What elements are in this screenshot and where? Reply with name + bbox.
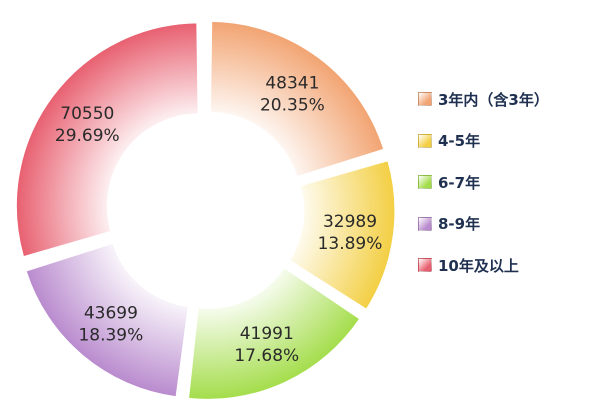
donut-slice-1: [209, 20, 385, 178]
donut-slice-5: [15, 22, 199, 258]
legend-label: 10年及以上: [438, 256, 519, 275]
legend-item-8-9-years: 8-9年: [418, 213, 598, 235]
slice-value-label: 32989: [323, 212, 377, 232]
legend-swatch: [418, 92, 432, 106]
legend-item-10-years-plus: 10年及以上: [418, 254, 598, 276]
donut-slice-3: [188, 267, 361, 400]
slice-value-label: 48341: [265, 73, 319, 93]
slice-value-label: 43699: [84, 303, 138, 323]
legend-item-3-years-or-less: 3年内（含3年）: [418, 88, 598, 110]
donut-slice-4: [25, 242, 189, 398]
legend-swatch: [418, 216, 432, 231]
legend-label: 4-5年: [438, 132, 481, 150]
slice-value-label: 70550: [60, 104, 114, 124]
legend-item-4-5-years: 4-5年: [418, 130, 598, 152]
slice-percent-label: 29.69%: [55, 126, 120, 146]
legend-swatch: [418, 258, 432, 272]
donut-slice-2: [288, 160, 396, 310]
slice-value-label: 41991: [240, 324, 294, 344]
slice-percent-label: 18.39%: [78, 325, 143, 345]
slice-percent-label: 13.89%: [318, 234, 383, 254]
slice-percent-label: 17.68%: [234, 346, 299, 366]
legend-label: 3年内（含3年）: [438, 90, 549, 109]
legend-label: 6-7年: [438, 173, 481, 192]
legend-swatch: [418, 175, 432, 189]
legend-label: 8-9年: [438, 215, 481, 233]
legend-item-6-7-years: 6-7年: [418, 171, 598, 193]
legend-swatch: [418, 133, 432, 148]
slice-percent-label: 20.35%: [260, 95, 325, 115]
legend: 3年内（含3年） 4-5年 6-7年 8-9年 10年及以上: [418, 88, 598, 296]
